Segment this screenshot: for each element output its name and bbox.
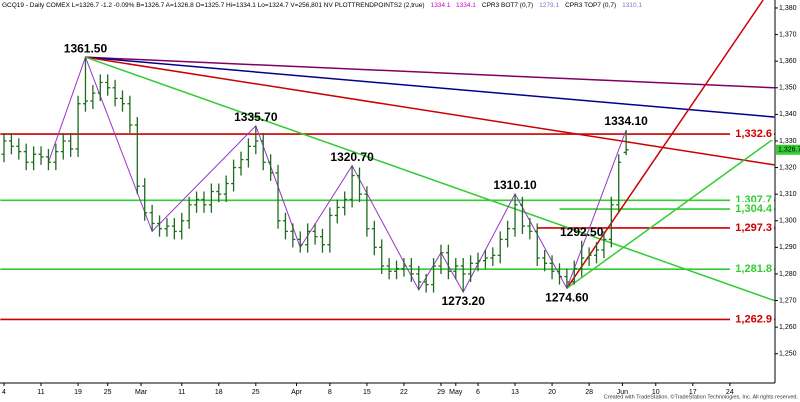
x-tick-label: 11	[178, 389, 185, 396]
level-label: 1,304.4	[735, 203, 773, 215]
trendline	[85, 56, 775, 118]
header-segment: 1310.1	[622, 2, 642, 9]
y-tick-label: 1,380	[779, 5, 797, 12]
header-segment: 1334.1	[456, 2, 476, 9]
level-label: 1,297.3	[735, 222, 772, 234]
y-tick-label: 1,350	[779, 85, 797, 92]
header-segment: 1334.1	[431, 2, 451, 9]
x-tick-label: 4	[2, 389, 6, 396]
level-label-bg	[730, 220, 774, 234]
swing-line	[47, 55, 627, 294]
y-tick-label: 1,370	[779, 31, 797, 38]
level-label-bg	[730, 312, 774, 326]
y-tick-label: 1,330	[779, 138, 797, 145]
x-tick-label: 20	[548, 389, 556, 396]
y-tick-label: 1,290	[779, 244, 797, 251]
x-tick-label: 8	[328, 389, 332, 396]
trendline	[566, 0, 764, 289]
trendline	[85, 56, 775, 302]
trendline	[85, 56, 775, 89]
x-tick-label: 24	[726, 389, 734, 396]
trendline	[85, 56, 775, 166]
annotation: 1361.50	[64, 41, 108, 55]
x-tick-label: Apr	[291, 389, 303, 396]
x-tick-label: 15	[363, 389, 371, 396]
x-tick-label: 13	[511, 389, 519, 396]
y-tick-label: 1,280	[779, 271, 797, 278]
last-price-box	[776, 144, 800, 155]
header-segment: CPR3 TOP7 (0,7)	[565, 2, 616, 9]
y-tick-label: 1,320	[779, 164, 797, 171]
x-tick-label: 25	[252, 389, 260, 396]
x-tick-label: 11	[37, 389, 44, 396]
level-label: 1,332.6	[735, 128, 772, 140]
annotation: 1273.20	[441, 294, 485, 308]
header: GCQ19 - Daily COMEX L=1326.7 -1.2 -0.09%…	[2, 2, 642, 9]
y-tick-label: 1,360	[779, 58, 797, 65]
level-label: 1,281.8	[735, 263, 772, 275]
last-price-label: 1,326.7	[778, 147, 800, 154]
x-tick-label: 18	[215, 389, 223, 396]
x-tick-label: 6	[476, 389, 480, 396]
annotation: 1334.10	[604, 114, 648, 128]
annotation: 1335.70	[234, 110, 278, 124]
x-tick-label: Mar	[135, 389, 148, 396]
header-segment: GCQ19 - Daily COMEX L=1326.7 -1.2 -0.09%…	[2, 2, 425, 9]
header-segment: CPR3 BOT7 (0,7)	[482, 2, 533, 9]
level-label: 1,262.9	[735, 313, 772, 325]
y-tick-label: 1,300	[779, 218, 797, 225]
x-tick-label: Jun	[617, 389, 628, 396]
y-tick-label: 1,310	[779, 191, 797, 198]
x-tick-label: 17	[689, 389, 697, 396]
x-tick-label: 25	[104, 389, 112, 396]
y-tick-label: 1,270	[779, 297, 797, 304]
x-tick-label: May	[449, 389, 463, 396]
x-tick-label: 19	[74, 389, 82, 396]
x-tick-label: 28	[585, 389, 593, 396]
annotation: 1292.50	[560, 225, 604, 239]
annotation: 1274.60	[545, 290, 589, 304]
plot-area	[0, 0, 775, 321]
header-segment: 1279.1	[539, 2, 559, 9]
x-tick-label: 22	[400, 389, 408, 396]
level-label-bg	[730, 127, 774, 141]
x-tick-label: 29	[437, 389, 445, 396]
annotation: 1320.70	[330, 150, 374, 164]
x-tick-label: 10	[652, 389, 660, 396]
level-label-bg	[730, 262, 774, 276]
annotation: 1310.10	[493, 178, 537, 192]
y-tick-label: 1,250	[779, 351, 797, 358]
trendline	[566, 137, 775, 289]
y-tick-label: 1,260	[779, 324, 797, 331]
footer: Created with TradeStation. ©TradeStation…	[604, 393, 799, 400]
level-label-bg	[730, 202, 774, 216]
y-tick-label: 1,340	[779, 111, 797, 118]
